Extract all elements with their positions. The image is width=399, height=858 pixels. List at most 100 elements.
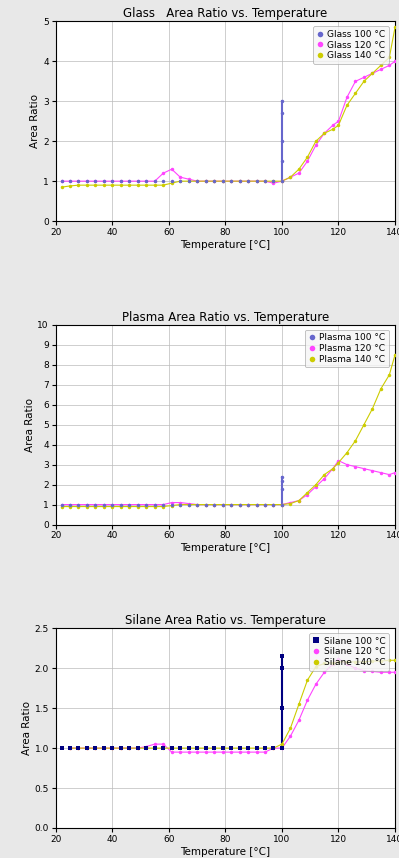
- Silane 140 °C: [178, 743, 183, 753]
- Silane 120 °C: [110, 743, 115, 753]
- Silane 120 °C: [229, 747, 233, 758]
- Silane 120 °C: [288, 731, 293, 741]
- Plasma 120 °C: [361, 463, 366, 474]
- Silane 100 °C: [169, 743, 174, 753]
- Plasma 140 °C: [195, 499, 200, 510]
- Plasma 120 °C: [254, 499, 259, 510]
- Silane 140 °C: [67, 743, 72, 753]
- Line: Silane 120 °C: Silane 120 °C: [68, 657, 397, 754]
- Plasma 100 °C: [280, 483, 284, 493]
- Plasma 120 °C: [186, 498, 191, 509]
- Plasma 120 °C: [246, 499, 251, 510]
- Silane 140 °C: [169, 743, 174, 753]
- Glass 140 °C: [336, 120, 341, 130]
- Silane 120 °C: [195, 747, 200, 758]
- Silane 140 °C: [305, 675, 310, 686]
- Glass 120 °C: [322, 128, 327, 138]
- Plasma 100 °C: [178, 499, 183, 510]
- Glass 120 °C: [330, 120, 335, 130]
- X-axis label: Temperature [°C]: Temperature [°C]: [180, 239, 271, 250]
- Silane 140 °C: [152, 743, 157, 753]
- Plasma 120 °C: [322, 474, 327, 484]
- Plasma 100 °C: [186, 499, 191, 510]
- Glass 100 °C: [195, 176, 200, 186]
- Glass 140 °C: [186, 176, 191, 186]
- Glass 100 °C: [152, 176, 157, 186]
- Glass 140 °C: [144, 180, 149, 190]
- Plasma 100 °C: [263, 499, 267, 510]
- Plasma 120 °C: [229, 499, 233, 510]
- Silane 100 °C: [237, 743, 242, 753]
- Glass 120 °C: [379, 64, 383, 75]
- Plasma 100 °C: [110, 499, 115, 510]
- Glass 100 °C: [237, 176, 242, 186]
- Plasma 120 °C: [93, 499, 98, 510]
- Glass 140 °C: [152, 180, 157, 190]
- Glass 120 °C: [393, 57, 397, 67]
- Glass 140 °C: [93, 180, 98, 190]
- Silane 120 °C: [280, 743, 284, 753]
- Plasma 120 °C: [110, 499, 115, 510]
- Silane 120 °C: [254, 747, 259, 758]
- Plasma 120 °C: [76, 499, 81, 510]
- Silane 120 °C: [345, 659, 350, 669]
- Plasma 140 °C: [336, 457, 341, 468]
- Silane 140 °C: [186, 743, 191, 753]
- Glass 100 °C: [76, 176, 81, 186]
- Plasma 100 °C: [237, 499, 242, 510]
- Plasma 100 °C: [169, 499, 174, 510]
- Glass 100 °C: [246, 176, 251, 186]
- Silane 140 °C: [93, 743, 98, 753]
- Silane 140 °C: [144, 743, 149, 753]
- Silane 140 °C: [288, 723, 293, 734]
- Glass 140 °C: [229, 176, 233, 186]
- Silane 120 °C: [93, 743, 98, 753]
- Silane 140 °C: [127, 743, 132, 753]
- Silane 120 °C: [76, 743, 81, 753]
- Plasma 140 °C: [220, 499, 225, 510]
- Plasma 140 °C: [263, 499, 267, 510]
- Plasma 140 °C: [127, 501, 132, 511]
- Silane 120 °C: [152, 739, 157, 749]
- Silane 100 °C: [144, 743, 149, 753]
- Silane 120 °C: [336, 654, 341, 664]
- Plasma 140 °C: [203, 499, 208, 510]
- Glass 120 °C: [152, 176, 157, 186]
- Glass 120 °C: [76, 176, 81, 186]
- Glass 100 °C: [135, 176, 140, 186]
- Silane 100 °C: [161, 743, 166, 753]
- Glass 100 °C: [203, 176, 208, 186]
- Glass 140 °C: [220, 176, 225, 186]
- Plasma 120 °C: [387, 469, 392, 480]
- Glass 100 °C: [119, 176, 123, 186]
- Glass 120 °C: [263, 176, 267, 186]
- Silane 120 °C: [263, 747, 267, 758]
- Plasma 100 °C: [280, 499, 284, 510]
- Plasma 140 °C: [229, 499, 233, 510]
- Plasma 120 °C: [67, 499, 72, 510]
- Silane 140 °C: [336, 656, 341, 667]
- Silane 100 °C: [280, 651, 284, 662]
- Silane 100 °C: [76, 743, 81, 753]
- Silane 100 °C: [280, 663, 284, 674]
- X-axis label: Temperature [°C]: Temperature [°C]: [180, 847, 271, 856]
- X-axis label: Temperature [°C]: Temperature [°C]: [180, 543, 271, 553]
- Silane 140 °C: [263, 743, 267, 753]
- Plasma 140 °C: [59, 501, 64, 511]
- Plasma 100 °C: [220, 499, 225, 510]
- Glass 120 °C: [67, 176, 72, 186]
- Silane 140 °C: [379, 656, 383, 666]
- Plasma 140 °C: [314, 480, 318, 490]
- Plasma 140 °C: [305, 487, 310, 498]
- Plasma 140 °C: [370, 403, 375, 414]
- Silane 140 °C: [361, 656, 366, 667]
- Plasma 140 °C: [353, 436, 358, 446]
- Plasma 120 °C: [330, 463, 335, 474]
- Plasma 120 °C: [237, 499, 242, 510]
- Line: Plasma 100 °C: Plasma 100 °C: [60, 474, 284, 506]
- Line: Silane 140 °C: Silane 140 °C: [68, 659, 397, 750]
- Silane 100 °C: [93, 743, 98, 753]
- Plasma 100 °C: [161, 499, 166, 510]
- Silane 120 °C: [314, 679, 318, 689]
- Plasma 140 °C: [152, 501, 157, 511]
